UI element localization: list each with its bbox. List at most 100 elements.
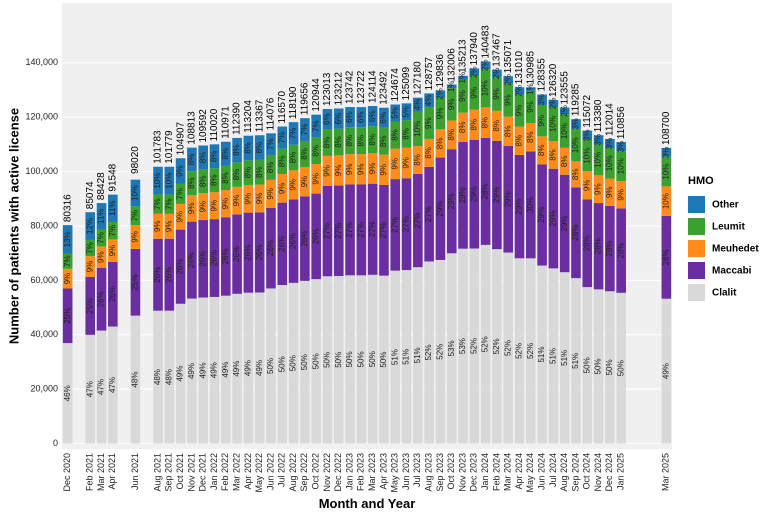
bar-segment [300,166,310,197]
bar-segment [254,159,265,185]
bar-segment [220,217,231,296]
segment-label: 9% [266,188,275,200]
segment-label: 7% [300,124,309,136]
segment-label: 47% [97,379,106,395]
bar-segment [413,267,423,444]
bar-segment [548,100,559,107]
bar-segment [220,141,231,166]
bar-segment [401,120,412,148]
segment-label: 9% [345,164,354,176]
x-tick-label: Nov 2023 [457,453,467,492]
total-label: 113380 [593,99,604,132]
x-tick-label: Aug 2021 [152,453,162,492]
bar-segment [503,83,514,117]
segment-label: 6% [379,112,388,124]
bar-segment [537,164,547,266]
segment-label: 52% [492,338,501,354]
segment-label: 48% [164,369,173,385]
bar-segment [243,135,254,161]
segment-label: 49% [176,366,185,382]
segment-label: 9% [323,165,332,177]
segment-label: 9% [526,101,535,113]
bar-segment [333,185,344,277]
legend-swatch [688,218,705,235]
segment-label: 9% [537,115,546,127]
bar-segment [514,258,525,444]
segment-label: 25% [85,298,94,314]
segment-label: 8% [356,135,365,147]
bar-segment [220,165,231,191]
segment-label: 9% [458,90,467,102]
bar-segment [480,244,491,444]
bar-segment [446,84,457,89]
segment-label: 8% [458,122,467,134]
bar-segment [661,147,672,157]
segment-label: 27% [390,217,399,233]
bar-segment [108,194,118,222]
segment-label: 8% [255,166,264,178]
bar-segment [356,275,367,444]
bar-segment [401,147,412,179]
bar-segment [593,203,604,290]
total-label: 101783 [153,130,164,164]
bar-segment [153,310,163,444]
bar-segment [571,187,581,279]
total-label: 123492 [379,71,390,105]
total-label: 124674 [390,68,401,102]
bar-segment [288,122,299,145]
bar-segment [548,268,559,444]
total-label: 115072 [582,95,593,128]
bar-segment [288,199,299,283]
bar-segment [311,114,321,138]
segment-label: 52% [526,343,535,359]
x-tick-label: Sep 2021 [164,453,174,492]
x-tick-label: May 2024 [525,453,535,493]
bar-segment [593,289,604,444]
y-tick-label: 60,000 [30,275,58,285]
bar-segment [209,144,220,169]
total-label: 116570 [277,90,288,123]
bar-segment [232,214,242,294]
bar-segment [96,330,107,444]
segment-label: 50% [334,352,343,368]
x-tick-label: Apr 2023 [378,453,388,490]
segment-label: 28% [571,225,580,241]
bar-segment [367,126,378,154]
bar-segment [537,136,547,165]
y-tick-label: 120,000 [25,112,58,122]
bar-segment [62,288,73,344]
bar-segment [390,104,401,122]
segment-label: 27% [334,223,343,239]
bar-segment [288,144,299,171]
segment-label: 9% [356,164,365,176]
bar-segment [153,194,163,214]
bar-segment [266,133,276,156]
segment-label: 27% [345,222,354,238]
segment-label: 9% [210,200,219,212]
bar-segment [390,148,401,180]
bar-segment [175,229,186,304]
segment-label: 1% [526,83,535,95]
bar-segment [435,90,446,98]
bar-segment [401,270,412,444]
x-tick-label: Dec 2021 [198,453,208,492]
segment-label: 8% [289,152,298,164]
segment-label: 8% [503,126,512,138]
bar-segment [153,166,163,195]
x-tick-label: Jan 2023 [344,453,354,490]
total-label: 120944 [311,78,322,112]
total-label: 128355 [537,58,548,92]
legend-label: Other [712,200,739,211]
bar-segment [367,106,378,127]
segment-label: 10% [481,80,490,96]
bar-segment [232,137,242,163]
bar-segment [345,127,355,155]
x-tick-label: Feb 2021 [85,453,95,491]
segment-label: 30% [526,197,535,213]
bar-segment [593,175,604,204]
segment-label: 26% [153,267,162,283]
segment-label: 1% [447,81,456,93]
bar-segment [379,275,389,444]
bar-segment [311,193,321,280]
total-label: 140483 [480,25,491,59]
